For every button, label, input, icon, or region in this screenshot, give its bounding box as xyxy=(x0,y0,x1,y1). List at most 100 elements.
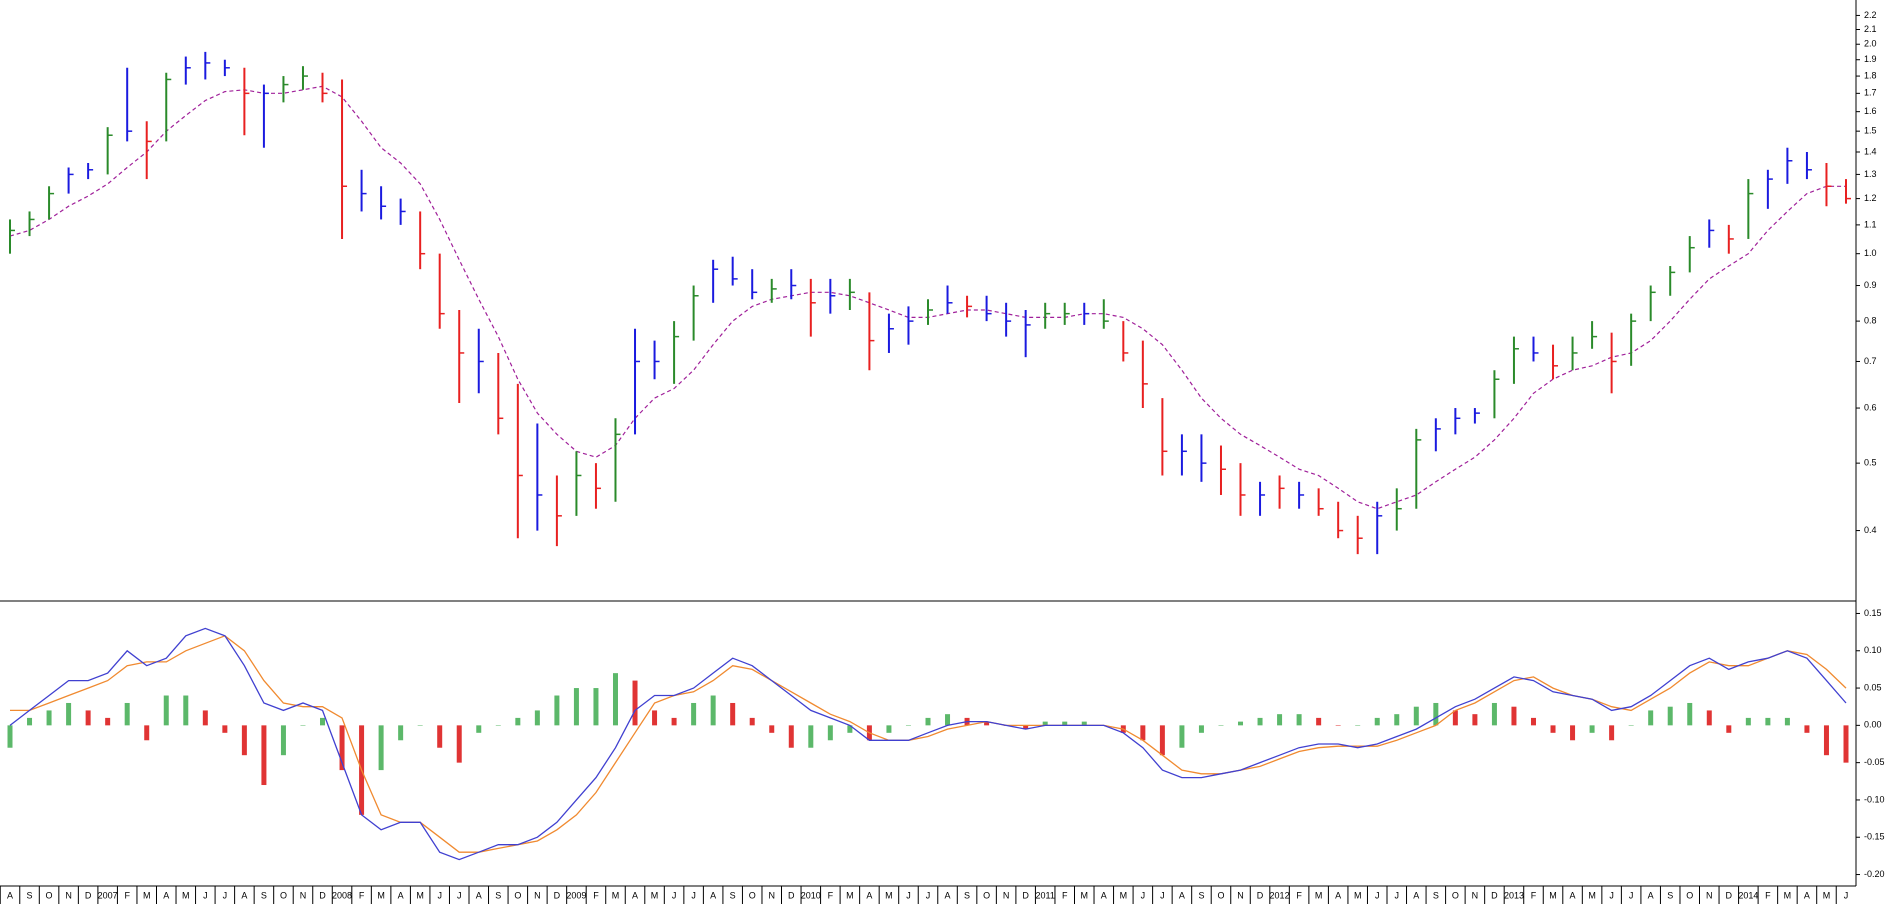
x-tick-label: D xyxy=(1022,890,1029,900)
histogram-bar xyxy=(534,710,540,726)
histogram-bar xyxy=(398,725,404,741)
histogram-bar xyxy=(652,710,658,726)
histogram-bar xyxy=(476,725,482,733)
y-tick-label: 1.9 xyxy=(1864,54,1877,64)
x-tick-label: M xyxy=(1120,890,1128,900)
x-tick-label: S xyxy=(495,890,501,900)
x-tick-label: M xyxy=(1784,890,1792,900)
x-tick-label: J xyxy=(1160,890,1165,900)
x-tick-label: A xyxy=(1804,890,1810,900)
histogram-bar xyxy=(105,717,111,726)
histogram-bar xyxy=(1472,714,1478,726)
histogram-bar xyxy=(808,725,814,748)
histogram-bar xyxy=(202,710,208,726)
x-tick-label: J xyxy=(1844,890,1849,900)
histogram-bar xyxy=(183,695,189,726)
histogram-bar xyxy=(515,717,521,726)
histogram-bar xyxy=(1355,725,1361,726)
histogram-bar xyxy=(144,725,150,741)
x-tick-label: F xyxy=(1296,890,1302,900)
x-tick-label: S xyxy=(1433,890,1439,900)
histogram-bar xyxy=(730,702,736,726)
y-tick-label: 1.0 xyxy=(1864,248,1877,258)
x-tick-label: M xyxy=(1081,890,1089,900)
y-tick-label: 0.15 xyxy=(1864,608,1882,618)
y-tick-label: 2.0 xyxy=(1864,39,1877,49)
histogram-bar xyxy=(1023,725,1029,730)
x-tick-label: N xyxy=(534,890,541,900)
histogram-bar xyxy=(1745,717,1751,726)
x-tick-label: M xyxy=(885,890,893,900)
x-tick-label: D xyxy=(554,890,561,900)
histogram-bar xyxy=(1413,706,1419,726)
x-tick-label: D xyxy=(319,890,326,900)
histogram-bar xyxy=(456,725,462,763)
histogram-bar xyxy=(300,725,306,726)
x-tick-label: 2010 xyxy=(801,890,821,900)
histogram-bar xyxy=(1765,717,1771,726)
histogram-bar xyxy=(847,725,853,733)
histogram-bar xyxy=(769,725,775,733)
y-tick-label: 0.5 xyxy=(1864,458,1877,468)
histogram-bar xyxy=(1648,710,1654,726)
x-tick-label: 2012 xyxy=(1270,890,1290,900)
x-tick-label: F xyxy=(1062,890,1068,900)
x-tick-label: J xyxy=(203,890,208,900)
x-tick-label: D xyxy=(788,890,795,900)
x-tick-label: O xyxy=(1452,890,1459,900)
histogram-bar xyxy=(1316,717,1322,726)
y-tick-label: 0.6 xyxy=(1864,402,1877,412)
histogram-bar xyxy=(1394,714,1400,726)
histogram-bar xyxy=(1452,710,1458,726)
histogram-bar xyxy=(222,725,228,733)
histogram-bar xyxy=(1609,725,1615,741)
histogram-bar xyxy=(1433,702,1439,726)
x-tick-label: A xyxy=(866,890,872,900)
histogram-bar xyxy=(27,717,33,726)
y-tick-label: 0.7 xyxy=(1864,356,1877,366)
x-tick-label: M xyxy=(1549,890,1557,900)
x-tick-label: 2011 xyxy=(1036,890,1055,900)
x-tick-label: O xyxy=(983,890,990,900)
x-tick-label: A xyxy=(1570,890,1576,900)
y-tick-label: 0.05 xyxy=(1864,682,1882,692)
histogram-bar xyxy=(1238,721,1244,726)
x-tick-label: D xyxy=(85,890,92,900)
x-tick-label: S xyxy=(27,890,33,900)
x-tick-label: F xyxy=(124,890,130,900)
histogram-bar xyxy=(46,710,52,726)
x-tick-label: A xyxy=(398,890,404,900)
x-tick-label: M xyxy=(143,890,151,900)
histogram-bar xyxy=(984,721,990,726)
x-tick-label: A xyxy=(241,890,247,900)
histogram-bar xyxy=(827,725,833,741)
histogram-bar xyxy=(163,695,169,726)
histogram-bar xyxy=(241,725,247,756)
histogram-bar xyxy=(1335,725,1341,726)
x-tick-label: A xyxy=(476,890,482,900)
y-tick-label: 1.8 xyxy=(1864,70,1877,80)
histogram-bar xyxy=(1726,725,1732,733)
histogram-bar xyxy=(378,725,384,771)
histogram-bar xyxy=(1198,725,1204,733)
histogram-bar xyxy=(1530,717,1536,726)
x-tick-label: O xyxy=(514,890,521,900)
x-tick-label: M xyxy=(1588,890,1596,900)
x-tick-label: S xyxy=(730,890,736,900)
x-tick-label: J xyxy=(223,890,228,900)
y-tick-label: 2.2 xyxy=(1864,10,1877,20)
x-tick-label: A xyxy=(710,890,716,900)
histogram-bar xyxy=(1823,725,1829,756)
histogram-bar xyxy=(1277,714,1283,726)
x-tick-label: D xyxy=(1491,890,1498,900)
histogram-bar xyxy=(691,702,697,726)
histogram-bar xyxy=(495,725,501,726)
x-tick-label: M xyxy=(416,890,424,900)
histogram-bar xyxy=(417,725,423,726)
y-tick-label: 0.10 xyxy=(1864,645,1882,655)
histogram-bar xyxy=(671,717,677,726)
histogram-bar xyxy=(1179,725,1185,748)
histogram-bar xyxy=(1296,714,1302,726)
